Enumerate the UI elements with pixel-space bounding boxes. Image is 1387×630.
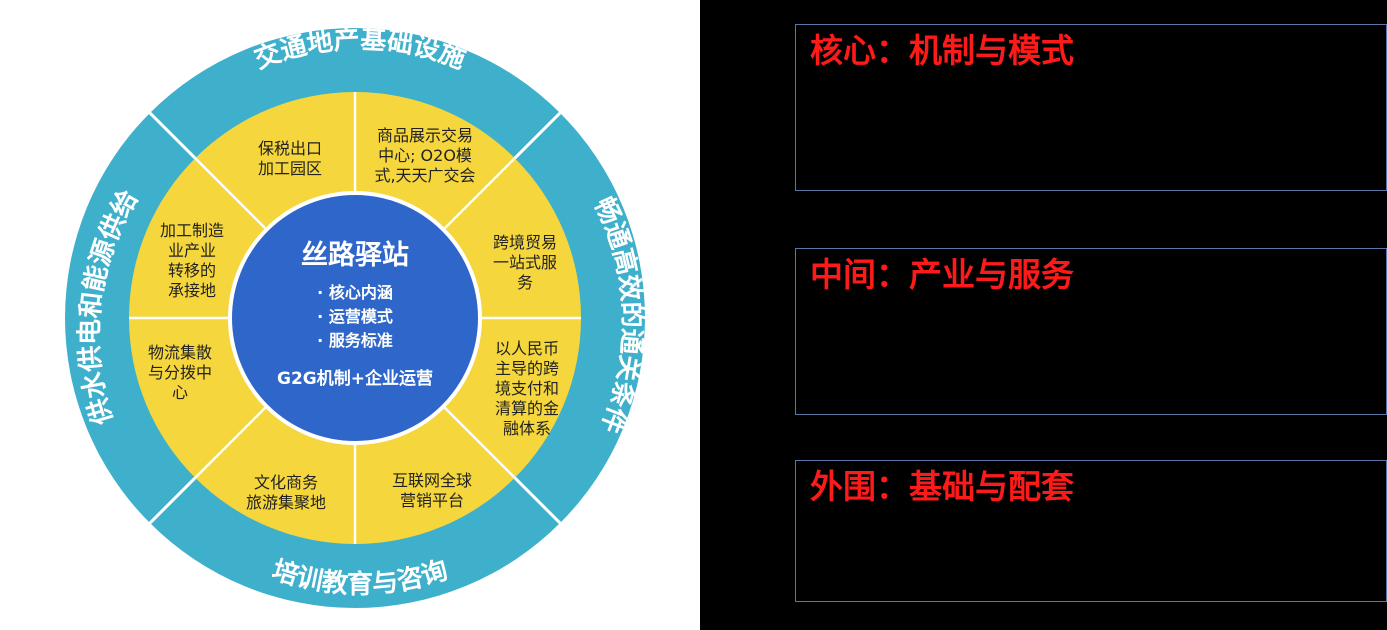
segment-label: 互联网全球营销平台 bbox=[392, 471, 472, 510]
segment-label-line: 与分拨中 bbox=[148, 363, 212, 382]
center-circle bbox=[228, 191, 482, 445]
diagram-panel: 交通地产基础设施 培训教育与咨询 供水供电和能源供给 畅通高效的通关条件 保税出… bbox=[0, 0, 700, 630]
segment-divider bbox=[442, 405, 516, 479]
card-middle: 中间：产业与服务 丝路驿站提供8大核心功能，全面涵盖中国企业“走出去”涉及的营销… bbox=[795, 248, 1387, 415]
segment-label-line: 融体系 bbox=[503, 419, 551, 438]
segment-label-line: 境支付和 bbox=[495, 379, 559, 398]
segment-label-line: 清算的金 bbox=[495, 399, 559, 418]
outer-divider bbox=[148, 476, 197, 525]
segment-label-line: 一站式服 bbox=[493, 253, 557, 272]
segment-label: 文化商务旅游集聚地 bbox=[246, 473, 326, 512]
segment-divider bbox=[194, 157, 268, 231]
segment-label-line: 跨境贸易 bbox=[493, 233, 557, 252]
segment-label: 跨境贸易一站式服务 bbox=[493, 233, 557, 292]
segment-label-line: 业产业 bbox=[168, 241, 216, 260]
segment-label-line: 承接地 bbox=[168, 281, 216, 300]
card-outer-body: 协助当地政府完善供水、电、气、通讯、道路桥梁等公共配套基础设施建设和运营，以及当… bbox=[810, 506, 1368, 554]
card-middle-title: 中间：产业与服务 bbox=[810, 255, 1074, 294]
segment-label-line: 加工园区 bbox=[258, 159, 322, 178]
center-item-operation: · 运营模式 bbox=[317, 307, 393, 326]
segment-label-line: 互联网全球 bbox=[392, 471, 472, 490]
card-outer: 外围：基础与配套 协助当地政府完善供水、电、气、通讯、道路桥梁等公共配套基础设施… bbox=[795, 460, 1387, 602]
outer-ring-dividers bbox=[148, 111, 562, 525]
center-title: 丝路驿站 bbox=[301, 239, 409, 271]
segment-label-line: 式,天天广交会 bbox=[374, 166, 475, 185]
segment-label: 以人民币主导的跨境支付和清算的金融体系 bbox=[495, 339, 559, 438]
segment-label-line: 文化商务 bbox=[254, 473, 318, 492]
outer-divider bbox=[148, 111, 197, 160]
segment-divider bbox=[442, 157, 516, 231]
segment-label-line: 以人民币 bbox=[495, 339, 559, 358]
card-core-title: 核心：机制与模式 bbox=[810, 31, 1074, 70]
segment-label: 物流集散与分拨中心 bbox=[148, 343, 212, 402]
segment-label-line: 商品展示交易 bbox=[377, 126, 473, 145]
card-core-body: 政府间合作，构建以企业为主体的市场化运作新机制，依托重要交通枢纽，打造跨境贸易一… bbox=[810, 70, 1368, 145]
segment-label-line: 旅游集聚地 bbox=[246, 493, 326, 512]
segment-label-line: 主导的跨 bbox=[495, 359, 559, 378]
segment-label-line: 保税出口 bbox=[258, 139, 322, 158]
segment-label: 保税出口加工园区 bbox=[258, 139, 322, 178]
segment-dividers bbox=[129, 92, 581, 544]
silk-road-station-diagram: 交通地产基础设施 培训教育与咨询 供水供电和能源供给 畅通高效的通关条件 保税出… bbox=[65, 28, 645, 608]
card-middle-body: 丝路驿站提供8大核心功能，全面涵盖中国企业“走出去”涉及的营销、物流、通关、支付… bbox=[810, 294, 1368, 369]
outer-divider bbox=[513, 111, 562, 160]
segment-divider bbox=[194, 405, 268, 479]
segment-label-line: 中心; O2O模 bbox=[378, 146, 472, 165]
card-core: 核心：机制与模式 政府间合作，构建以企业为主体的市场化运作新机制，依托重要交通枢… bbox=[795, 24, 1387, 191]
center-item-standard: · 服务标准 bbox=[317, 331, 393, 350]
card-outer-title: 外围：基础与配套 bbox=[810, 467, 1074, 506]
segment-label: 加工制造业产业转移的承接地 bbox=[160, 221, 224, 300]
segment-label-line: 转移的 bbox=[168, 261, 216, 280]
segment-label-line: 加工制造 bbox=[160, 221, 224, 240]
outer-divider bbox=[513, 476, 562, 525]
segment-label: 商品展示交易中心; O2O模式,天天广交会 bbox=[374, 126, 475, 185]
segment-label-line: 务 bbox=[517, 273, 533, 292]
segment-label-line: 营销平台 bbox=[400, 491, 464, 510]
segment-label-line: 心 bbox=[172, 383, 188, 402]
segment-label-line: 物流集散 bbox=[148, 343, 212, 362]
center-item-core: · 核心内涵 bbox=[317, 283, 393, 302]
center-footer: G2G机制+企业运营 bbox=[277, 368, 433, 389]
